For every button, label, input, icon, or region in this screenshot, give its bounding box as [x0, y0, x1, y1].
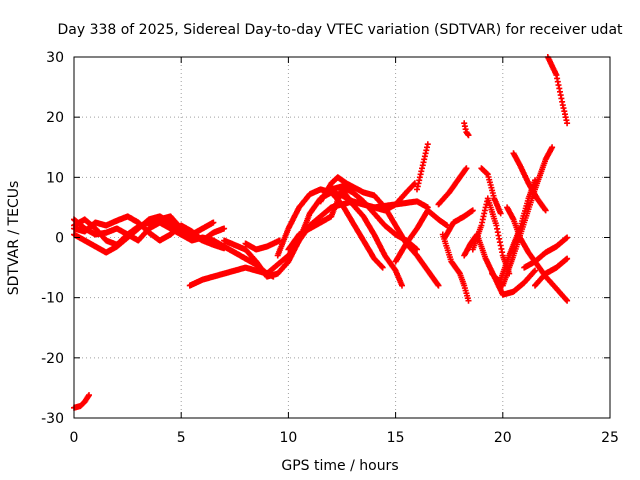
data-point-markers: [414, 141, 431, 193]
y-axis-title: SDTVAR / TECUs: [6, 181, 22, 296]
y-tick-label: -10: [41, 291, 64, 307]
y-tick-label: -30: [41, 411, 64, 427]
series-s8: [242, 237, 283, 253]
data-point-markers: [392, 207, 451, 265]
x-tick-label: 10: [279, 430, 297, 446]
x-tick-label: 15: [387, 430, 405, 446]
x-tick-label: 0: [70, 430, 79, 446]
data-point-markers: [478, 165, 504, 217]
data-point-markers: [285, 186, 405, 289]
y-tick-label: 0: [55, 231, 64, 247]
series-s15: [435, 165, 470, 208]
data-point-markers: [435, 165, 470, 208]
y-tick-label: 30: [46, 50, 64, 66]
x-axis-title: GPS time / hours: [281, 458, 398, 474]
x-tick-label: 25: [601, 430, 619, 446]
series-s18: [461, 120, 472, 139]
tick-labels: 0 5 10 15 20 25 -30 -20 -10 0 10 20 30: [41, 50, 619, 446]
data-point-markers: [521, 234, 571, 271]
y-tick-label: 10: [46, 170, 64, 186]
chart-title: Day 338 of 2025, Sidereal Day-to-day VTE…: [57, 22, 623, 38]
series-s25: [495, 177, 538, 289]
series-s11: [317, 174, 442, 289]
series-s21: [478, 165, 504, 217]
x-tick-label: 5: [177, 430, 186, 446]
series-s28: [521, 234, 571, 271]
data-point-markers: [495, 177, 538, 289]
series-s17: [439, 231, 472, 304]
data-point-markers: [242, 237, 283, 253]
data-point-markers: [461, 120, 472, 139]
data-point-markers: [532, 255, 571, 289]
series-s26: [532, 255, 571, 289]
data-point-markers: [317, 174, 442, 289]
x-tick-label: 20: [494, 430, 512, 446]
y-tick-label: -20: [41, 351, 64, 367]
data-layer: [71, 54, 571, 411]
data-point-markers: [439, 231, 472, 304]
axis-ticks: [73, 56, 611, 419]
series-s10: [285, 186, 405, 289]
series-s13: [392, 207, 451, 265]
series-s14: [414, 141, 431, 193]
y-tick-label: 20: [46, 110, 64, 126]
